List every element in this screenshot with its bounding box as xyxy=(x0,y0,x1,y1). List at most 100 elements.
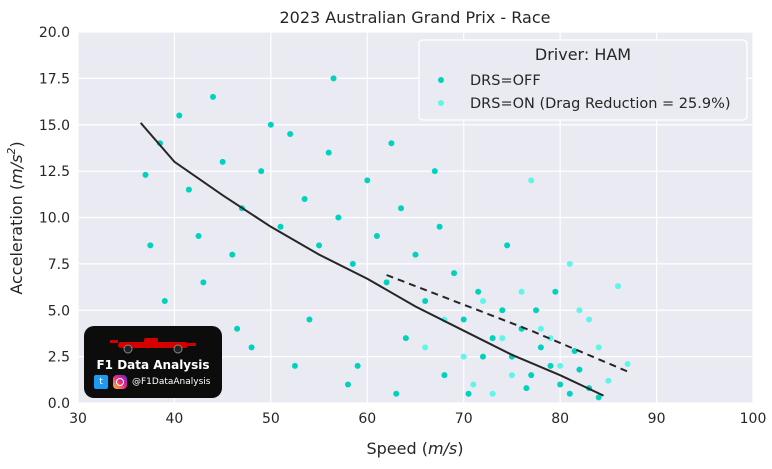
point-drs-off xyxy=(460,316,467,323)
point-drs-off xyxy=(277,223,284,230)
point-drs-off xyxy=(330,75,337,82)
point-drs-off xyxy=(523,385,530,392)
line-drs-off-fit xyxy=(139,122,604,397)
x-tick-label: 60 xyxy=(358,411,376,427)
point-drs-on-drag-reduction-25-9 xyxy=(528,177,535,184)
point-drs-off xyxy=(210,93,216,100)
y-tick-label: 2.5 xyxy=(48,350,70,366)
point-drs-off xyxy=(547,362,554,369)
point-drs-off xyxy=(147,242,154,249)
point-drs-off xyxy=(195,233,202,240)
point-drs-off xyxy=(306,316,313,323)
point-drs-off xyxy=(176,112,183,119)
x-tick-label: 100 xyxy=(740,411,767,427)
x-tick-label: 40 xyxy=(166,411,184,427)
point-drs-off xyxy=(345,381,351,388)
x-tick-label: 30 xyxy=(69,411,87,427)
point-drs-off xyxy=(398,205,405,212)
legend-entry-drs-off: DRS=OFF xyxy=(470,73,541,89)
point-drs-off xyxy=(576,366,583,373)
y-tick-label: 20.0 xyxy=(39,25,70,41)
point-drs-off xyxy=(595,394,602,401)
point-drs-on-drag-reduction-25-9 xyxy=(518,288,525,295)
point-drs-on-drag-reduction-25-9 xyxy=(586,316,593,323)
point-drs-off xyxy=(402,335,409,342)
y-axis-label: Acceleration (m/s2) xyxy=(5,141,26,294)
point-drs-on-drag-reduction-25-9 xyxy=(508,372,515,379)
legend-marker-drs-off xyxy=(438,77,444,83)
point-drs-off xyxy=(325,149,332,156)
point-drs-on-drag-reduction-25-9 xyxy=(470,381,477,388)
point-drs-off xyxy=(388,140,395,147)
point-drs-off xyxy=(234,325,241,332)
point-drs-off xyxy=(475,288,482,295)
point-drs-off xyxy=(422,297,429,304)
legend: Driver: HAM DRS=OFF DRS=ON (Drag Reducti… xyxy=(418,39,748,121)
point-drs-off xyxy=(533,307,540,314)
point-drs-on-drag-reduction-25-9 xyxy=(460,353,467,360)
legend-title: Driver: HAM xyxy=(535,45,631,64)
chart-title: 2023 Australian Grand Prix - Race xyxy=(280,8,551,27)
ticks: 30 40 50 60 70 80 90 100 0.0 2.5 5.0 7.5 10.0 12.5 15.… xyxy=(39,25,767,427)
point-drs-off xyxy=(431,168,438,175)
point-drs-off xyxy=(219,158,226,165)
y-tick-label: 15.0 xyxy=(39,118,70,134)
point-drs-off xyxy=(258,168,265,175)
instagram-icon xyxy=(113,375,127,389)
point-drs-off xyxy=(161,297,168,304)
point-drs-off xyxy=(291,362,298,369)
logo-text: F1 Data Analysis xyxy=(96,358,210,372)
point-drs-off xyxy=(566,390,573,397)
point-drs-on-drag-reduction-25-9 xyxy=(480,297,486,304)
point-drs-off xyxy=(412,251,419,258)
point-drs-off xyxy=(200,279,207,286)
point-drs-on-drag-reduction-25-9 xyxy=(605,377,612,384)
data-marks xyxy=(139,75,631,401)
point-drs-off xyxy=(349,260,356,267)
point-drs-on-drag-reduction-25-9 xyxy=(547,335,554,342)
point-drs-on-drag-reduction-25-9 xyxy=(576,307,583,314)
legend-box xyxy=(418,39,748,121)
line-drs-on-fit xyxy=(386,274,628,373)
y-tick-label: 17.5 xyxy=(39,71,70,87)
point-drs-on-drag-reduction-25-9 xyxy=(615,283,621,290)
point-drs-off xyxy=(489,335,496,342)
point-drs-off xyxy=(248,344,255,351)
point-drs-on-drag-reduction-25-9 xyxy=(595,344,602,351)
point-drs-off xyxy=(185,186,192,193)
point-drs-off xyxy=(436,223,443,230)
y-tick-label: 7.5 xyxy=(48,257,70,273)
point-drs-off xyxy=(301,195,308,202)
point-drs-off xyxy=(499,307,506,314)
point-drs-off xyxy=(480,353,486,360)
point-drs-off xyxy=(229,251,236,258)
grid xyxy=(77,31,754,404)
legend-entry-drs-on: DRS=ON (Drag Reduction = 25.9%) xyxy=(470,96,731,112)
twitter-icon: t xyxy=(94,375,108,389)
point-drs-off xyxy=(354,362,361,369)
x-tick-label: 50 xyxy=(262,411,280,427)
point-drs-off xyxy=(552,288,559,295)
point-drs-off xyxy=(316,242,323,249)
f1-data-analysis-logo: F1 Data Analysis t @F1DataAnalysis xyxy=(84,326,222,398)
point-drs-off xyxy=(557,381,564,388)
point-drs-off xyxy=(267,121,274,128)
y-tick-label: 10.0 xyxy=(39,211,70,227)
point-drs-on-drag-reduction-25-9 xyxy=(499,335,506,342)
y-tick-label: 0.0 xyxy=(48,396,70,412)
point-drs-off xyxy=(465,390,472,397)
point-drs-on-drag-reduction-25-9 xyxy=(624,361,631,368)
point-drs-off xyxy=(451,270,458,277)
point-drs-on-drag-reduction-25-9 xyxy=(557,362,564,369)
x-tick-label: 70 xyxy=(455,411,473,427)
point-drs-off xyxy=(383,279,390,286)
point-drs-off xyxy=(393,390,400,397)
y-tick-label: 12.5 xyxy=(39,164,70,180)
point-drs-on-drag-reduction-25-9 xyxy=(489,390,496,397)
x-tick-label: 90 xyxy=(648,411,666,427)
point-drs-on-drag-reduction-25-9 xyxy=(566,260,573,267)
x-axis-label: Speed (m/s) xyxy=(366,439,463,458)
point-drs-off xyxy=(537,344,544,351)
point-drs-off xyxy=(364,177,371,184)
